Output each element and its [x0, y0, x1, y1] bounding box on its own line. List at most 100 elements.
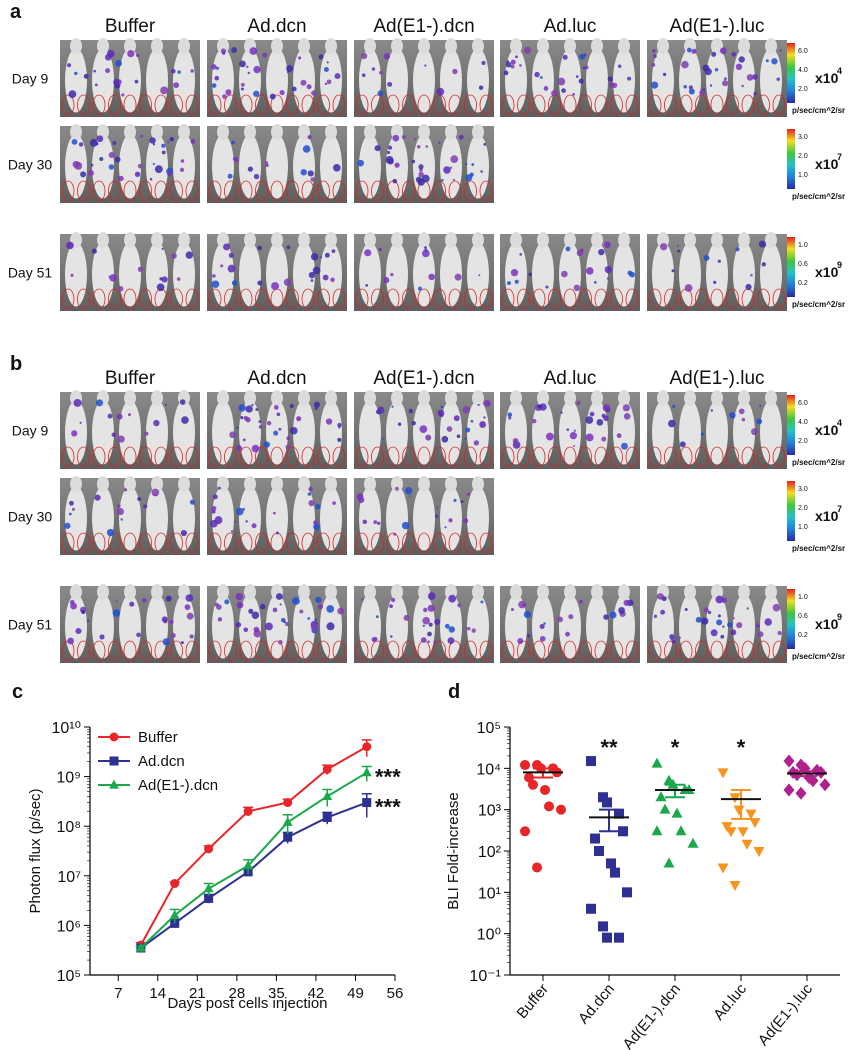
mouse-body [266, 134, 288, 199]
signal [212, 494, 218, 500]
signal [750, 273, 753, 277]
roi-outline [741, 640, 755, 662]
mouse-body [652, 594, 674, 659]
signal [247, 166, 254, 172]
signal [278, 640, 283, 645]
signal [311, 90, 317, 96]
signal [604, 241, 611, 249]
mouse-head [391, 584, 403, 600]
signal [228, 252, 234, 258]
signal [483, 416, 486, 419]
signal [526, 634, 531, 638]
roi-outline [270, 180, 284, 202]
signal [227, 264, 236, 273]
signal [507, 412, 513, 418]
colorbar-unit: p/sec/cm^2/sr [792, 106, 845, 115]
colorbar-exponent: 4 [837, 66, 842, 76]
mouse-body [146, 400, 168, 465]
mouse-body [760, 242, 782, 307]
mouse-body [467, 134, 489, 199]
signal [90, 163, 94, 167]
data-point [590, 833, 600, 844]
mouse-head [738, 390, 750, 406]
signal [223, 243, 230, 251]
mouse-head [70, 38, 82, 54]
signal [424, 248, 428, 252]
signal [578, 78, 584, 84]
data-point [602, 797, 612, 808]
signal [523, 46, 531, 54]
mouse-body [320, 134, 342, 199]
mouse-head [765, 38, 777, 54]
roi-outline [139, 180, 152, 202]
mouse-image [354, 38, 494, 117]
mouse-head [70, 584, 82, 600]
signal [233, 520, 237, 524]
roi-outline [710, 288, 724, 310]
mouse-head [124, 390, 136, 406]
mouse-body [532, 400, 554, 465]
signal [463, 518, 469, 524]
mouse-head [391, 390, 403, 406]
signal [307, 135, 312, 140]
signal [330, 277, 335, 283]
signal [379, 71, 383, 75]
signal [385, 155, 394, 164]
column-header: Buffer [105, 16, 156, 37]
signal [402, 135, 407, 139]
signal [238, 404, 246, 412]
signal [702, 64, 710, 72]
row-label: Day 51 [8, 265, 53, 281]
roi-outline [726, 288, 739, 310]
signal [443, 166, 451, 174]
roi-outline [402, 94, 415, 116]
mouse-image [647, 232, 787, 311]
signal [444, 526, 447, 529]
signal [308, 486, 313, 492]
data-point [753, 847, 765, 857]
signal [66, 241, 74, 250]
signal [211, 505, 217, 512]
signal [79, 421, 82, 424]
mouse-head [418, 390, 430, 406]
signal [107, 413, 113, 419]
signal [391, 405, 394, 408]
mouse-body [359, 134, 381, 199]
colorbar-exponent: 4 [837, 418, 842, 428]
data-point [737, 827, 749, 838]
mouse-body [119, 594, 141, 659]
signal [184, 604, 191, 610]
mouse-head [298, 124, 310, 140]
signal [568, 614, 574, 620]
signal [401, 521, 410, 530]
colorbar-multiplier: x10 [815, 508, 839, 524]
signal [561, 270, 568, 278]
signal [727, 622, 733, 628]
signal [629, 271, 635, 278]
mouse-body [413, 486, 435, 551]
signal [212, 274, 216, 278]
roi-outline [386, 94, 400, 116]
signal [378, 248, 382, 252]
data-point [749, 818, 761, 829]
roi-outline [695, 288, 708, 310]
roi-outline [563, 446, 577, 468]
mouse-head [244, 390, 256, 406]
colorbar-exponent: 7 [837, 152, 842, 162]
signal [601, 436, 607, 442]
mouse-body [239, 134, 261, 199]
signal [253, 65, 261, 74]
signal [707, 610, 712, 615]
mouse-body [733, 242, 755, 307]
signal [408, 408, 414, 414]
signal [227, 173, 233, 179]
mouse-head [564, 390, 576, 406]
mouse-head [325, 232, 337, 248]
roi-outline [501, 288, 515, 310]
mouse-body [212, 486, 234, 551]
mouse-head [765, 232, 777, 248]
y-tick-label: 10¹ [478, 885, 501, 902]
signal [324, 82, 328, 86]
signal [383, 277, 390, 284]
signal [272, 511, 276, 515]
